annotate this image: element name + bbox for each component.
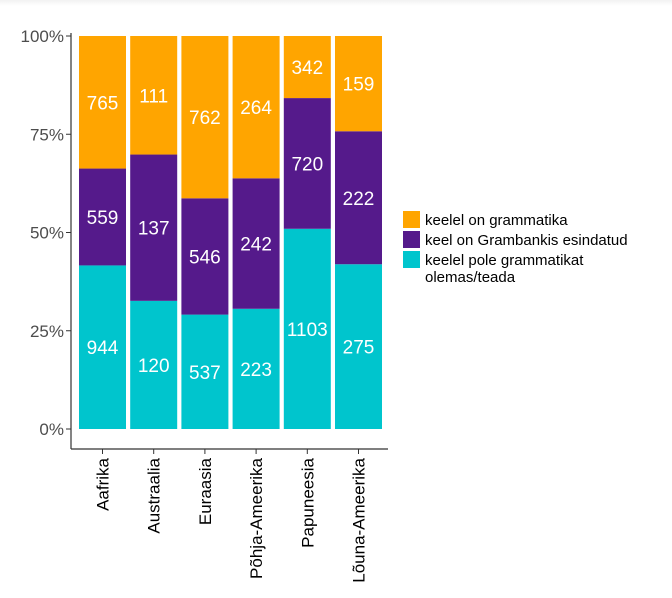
bar-segment xyxy=(232,308,280,429)
legend-swatch xyxy=(403,211,420,228)
x-category-label: Põhja-Ameerika xyxy=(247,457,266,578)
bar-segment xyxy=(130,300,178,429)
data-label: 242 xyxy=(240,235,272,256)
bar-segment xyxy=(181,198,229,315)
data-label: 559 xyxy=(87,208,119,229)
bar-segment xyxy=(232,178,280,309)
bar-segment xyxy=(335,36,382,132)
data-label: 222 xyxy=(343,189,375,210)
bar-segment xyxy=(130,36,178,155)
data-label: 159 xyxy=(343,75,375,96)
legend-label: keelel on grammatika xyxy=(425,212,568,229)
data-label: 264 xyxy=(240,98,272,119)
bar-segment xyxy=(283,98,331,229)
bar-segment xyxy=(181,314,229,429)
legend-swatch xyxy=(403,251,420,268)
legend-label: keel on Grambankis esindatud xyxy=(425,232,628,249)
data-label: 546 xyxy=(189,247,221,268)
top-edge-shadow xyxy=(0,0,672,6)
y-tick-label: 25% xyxy=(30,322,64,341)
data-label: 111 xyxy=(139,86,168,107)
data-label: 537 xyxy=(189,363,221,384)
bar-segment xyxy=(79,36,126,169)
y-tick-label: 0% xyxy=(39,420,64,439)
data-label: 762 xyxy=(189,108,221,129)
bar-segment xyxy=(130,154,178,301)
data-label: 765 xyxy=(87,93,119,114)
data-label: 223 xyxy=(240,360,272,381)
bar-segment xyxy=(283,228,331,429)
data-label: 720 xyxy=(291,154,323,175)
data-label: 944 xyxy=(87,338,119,359)
legend-swatch xyxy=(403,231,420,248)
x-category-label: Lõuna-Ameerika xyxy=(350,457,369,582)
bar-segment xyxy=(79,168,126,266)
y-tick-label: 100% xyxy=(21,27,64,46)
bar-segment xyxy=(335,131,382,265)
data-label: 342 xyxy=(291,58,323,79)
data-label: 137 xyxy=(138,219,170,240)
bar-segment xyxy=(79,265,126,429)
y-tick-label: 50% xyxy=(30,224,64,243)
bar-segment xyxy=(335,264,382,429)
data-label: 275 xyxy=(343,338,375,359)
x-category-label: Papuneesia xyxy=(298,457,317,547)
data-label: 120 xyxy=(138,356,170,377)
x-category-label: Aafrika xyxy=(94,457,113,510)
data-label: 1103 xyxy=(287,320,328,341)
x-category-label: Euraasia xyxy=(196,457,215,525)
bar-segment xyxy=(232,36,280,179)
y-tick-label: 75% xyxy=(30,125,64,144)
legend-label: keelel pole grammatikat xyxy=(425,252,584,269)
bar-segment xyxy=(283,36,331,99)
bar-segment xyxy=(181,36,229,199)
x-category-label: Austraalia xyxy=(145,457,164,533)
legend-label: olemas/teada xyxy=(425,269,516,286)
